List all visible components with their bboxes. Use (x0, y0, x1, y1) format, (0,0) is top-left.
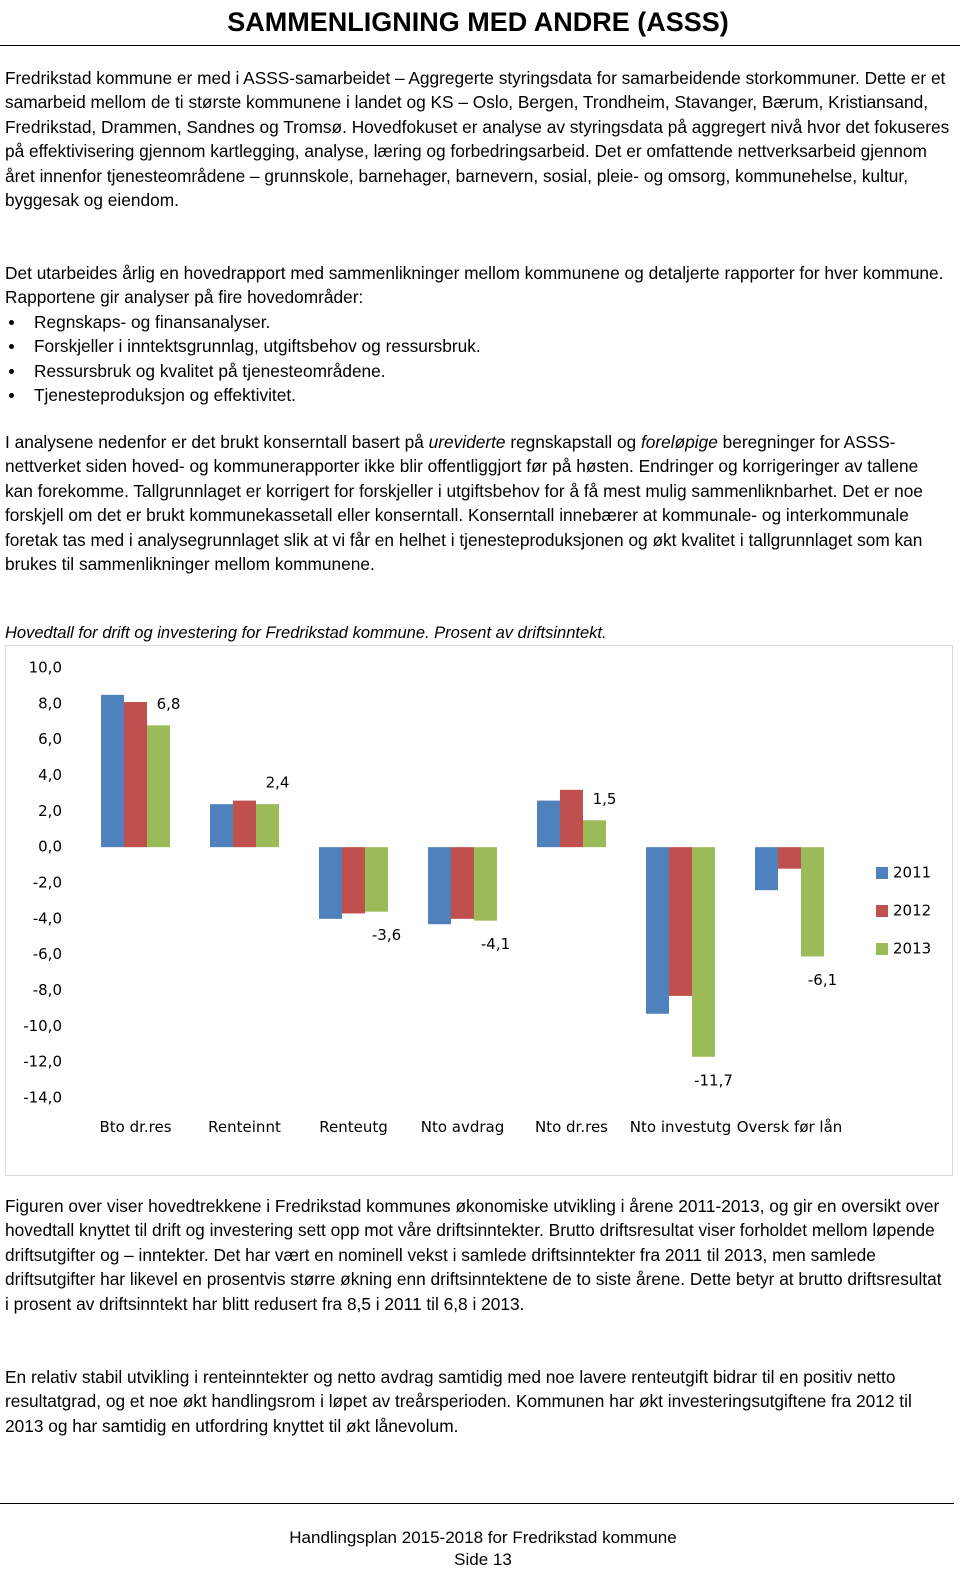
y-tick-label: 10,0 (29, 659, 62, 677)
data-label: 6,8 (157, 695, 181, 713)
x-tick-label: Bto dr.res (99, 1118, 172, 1136)
page-number: Side 13 (454, 1550, 512, 1569)
x-tick-label: Nto investutg (629, 1118, 732, 1136)
x-tick-label: Nto dr.res (534, 1118, 608, 1136)
bar (210, 804, 233, 848)
data-label: -4,1 (481, 935, 510, 953)
legend-label: 2013 (893, 940, 931, 958)
page-title: SAMMENLIGNING MED ANDRE (ASSS) (227, 7, 729, 37)
legend-swatch (876, 905, 888, 917)
bar (560, 789, 583, 848)
paragraph: Fredrikstad kommune er med i ASSS-samarb… (5, 68, 950, 211)
paragraph: Det utarbeides årlig en hovedrapport med… (5, 263, 944, 308)
y-tick-label: -6,0 (33, 945, 62, 963)
bar (537, 800, 560, 848)
bar (256, 804, 279, 848)
bar (692, 847, 715, 1057)
x-tick-label-box: Renteutg (319, 1118, 388, 1136)
y-tick-label: -4,0 (33, 909, 62, 927)
legend-label: 2012 (893, 902, 931, 920)
y-tick-label: -14,0 (23, 1089, 62, 1107)
bar (319, 847, 342, 919)
bar (428, 847, 451, 925)
bullet: Ressursbruk og kvalitet på tjenesteområd… (5, 359, 950, 383)
bullet-list: Regnskaps- og finansanalyser. Forskjelle… (5, 310, 950, 408)
x-tick-label: Nto avdrag (420, 1118, 505, 1136)
y-tick-label: -12,0 (23, 1053, 62, 1071)
x-tick-label-box: Nto investutg (629, 1118, 732, 1136)
bar (342, 847, 365, 914)
y-tick-label: 4,0 (38, 766, 62, 784)
bar (801, 847, 824, 957)
bar (147, 725, 170, 848)
y-tick-label: 0,0 (38, 838, 62, 856)
y-tick-label: 8,0 (38, 694, 62, 712)
bar (646, 847, 669, 1014)
y-tick-label: -10,0 (23, 1017, 62, 1035)
y-tick-label: 6,0 (38, 730, 62, 748)
x-tick-label: Renteinnt (208, 1118, 281, 1136)
footer-rule (0, 1503, 954, 1504)
bar (778, 847, 801, 869)
x-tick-label: Renteutg (319, 1118, 388, 1136)
x-tick-label-box: Nto avdrag (420, 1118, 505, 1136)
footer-title: Handlingsplan 2015-2018 for Fredrikstad … (289, 1528, 677, 1547)
header-rule (0, 45, 960, 46)
x-tick-label: Oversk før lån (736, 1118, 843, 1136)
y-tick-label: 2,0 (38, 802, 62, 820)
legend-swatch (876, 943, 888, 955)
y-tick-label: -8,0 (33, 981, 62, 999)
paragraph: I analysene nedenfor er det brukt konser… (5, 430, 950, 576)
emphasis: foreløpige (640, 432, 718, 452)
text: regnskapstall og (505, 432, 641, 452)
x-tick-label-box: Oversk før lån (736, 1118, 843, 1136)
text: beregninger for ASSS-nettverket siden ho… (5, 432, 923, 575)
data-label: -3,6 (372, 926, 401, 944)
legend-swatch (876, 867, 888, 879)
paragraph: En relativ stabil utvikling i renteinnte… (5, 1367, 912, 1436)
emphasis: ureviderte (428, 432, 506, 452)
paragraph: Figuren over viser hovedtrekkene i Fredr… (5, 1196, 942, 1314)
chart-frame: -14,0 -12,0 -10,0 -8,0 -6,0 -4,0 -2,0 0,0 2,0 4,0… (5, 645, 953, 1176)
text: I analysene nedenfor er det brukt konser… (5, 432, 429, 452)
bar (451, 847, 474, 919)
bar (365, 847, 388, 912)
bar (474, 847, 497, 921)
bar (101, 694, 124, 848)
bullet: Forskjeller i inntektsgrunnlag, utgiftsb… (5, 334, 950, 358)
y-tick-label: -2,0 (33, 874, 62, 892)
bar (124, 702, 147, 848)
bar (669, 847, 692, 996)
data-label: -11,7 (694, 1071, 733, 1089)
bullet: Tjenesteproduksjon og effektivitet. (5, 383, 950, 407)
data-label: 1,5 (593, 790, 617, 808)
x-tick-label-box: Renteinnt (208, 1118, 281, 1136)
chart: -14,0 -12,0 -10,0 -8,0 -6,0 -4,0 -2,0 0,0 2,0 4,0… (23, 659, 931, 1137)
bar (233, 800, 256, 848)
bar (583, 820, 606, 848)
data-label: 2,4 (266, 774, 290, 792)
bar (755, 847, 778, 891)
chart-caption: Hovedtall for drift og investering for F… (5, 624, 607, 642)
legend-label: 2011 (893, 864, 931, 882)
x-tick-label-box: Bto dr.res (99, 1118, 172, 1136)
bullet: Regnskaps- og finansanalyser. (5, 310, 950, 334)
data-label: -6,1 (808, 971, 837, 989)
x-tick-label-box: Nto dr.res (534, 1118, 608, 1136)
